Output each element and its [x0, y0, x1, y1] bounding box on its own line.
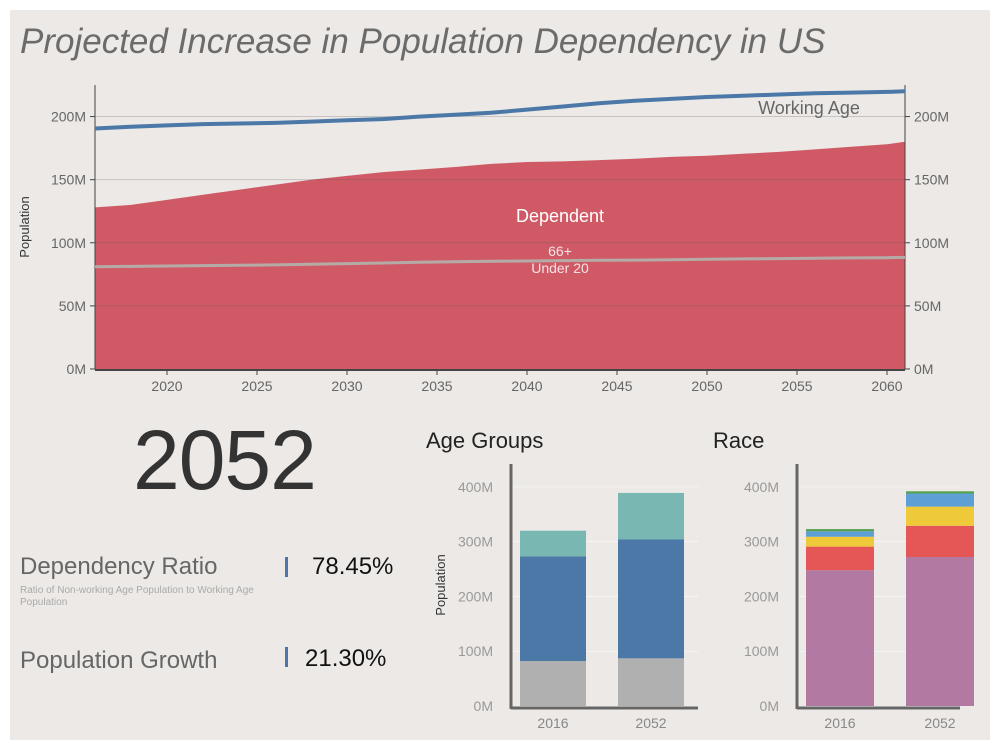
population-growth-value: 21.30% — [305, 645, 387, 672]
bar-segment — [806, 529, 874, 532]
dependency-ratio-label: Dependency Ratio — [20, 553, 218, 580]
bar-segment — [618, 492, 684, 540]
under-20-label: Under 20 — [531, 260, 589, 276]
page-title: Projected Increase in Population Depende… — [20, 22, 826, 61]
x-tick-label: 2052 — [635, 715, 666, 731]
x-tick-label: 2045 — [601, 378, 632, 394]
bar-segment — [618, 539, 684, 659]
dependency-ratio-sublabel: Ratio of Non-working Age Population to W… — [20, 585, 254, 608]
bar-segment — [906, 493, 974, 507]
y-tick-label-right: 150M — [914, 172, 949, 188]
bar-segment — [520, 556, 586, 662]
y-tick-label-right: 0M — [914, 361, 933, 377]
working-age-line — [94, 89, 906, 131]
y-tick-label: 0M — [67, 361, 86, 377]
x-tick-label: 2035 — [421, 378, 452, 394]
y-tick-label-right: 50M — [914, 298, 941, 314]
bar-segment — [806, 531, 874, 537]
race-chart: 0M 100M 200M 300M 400M 2016 2052 — [744, 464, 974, 731]
population-growth-divider — [285, 647, 288, 667]
under-20-line — [94, 255, 906, 269]
y-tick-label: 200M — [458, 588, 493, 604]
y-tick-label: 200M — [744, 588, 779, 604]
y-tick-label-right: 200M — [914, 109, 949, 125]
y-tick-label: 150M — [51, 172, 86, 188]
y-axis-title: Population — [17, 196, 32, 257]
dependency-ratio-value: 78.45% — [312, 553, 394, 580]
y-tick-label: 400M — [458, 479, 493, 495]
y-tick-label: 300M — [744, 534, 779, 550]
age-groups-title: Age Groups — [426, 428, 544, 453]
y-tick-label: 300M — [458, 534, 493, 550]
x-tick-label: 2016 — [824, 715, 855, 731]
bar-segment — [806, 536, 874, 547]
bar-segment — [906, 525, 974, 558]
age-groups-chart: 0M 100M 200M 300M 400M 2016 2052 Population — [433, 464, 698, 731]
y-tick-label: 0M — [474, 698, 493, 714]
population-area-chart: 0M 0M 50M 50M 100M 100M 150M 150M 200M 200M 2020 20… — [17, 85, 949, 394]
race-title: Race — [713, 428, 765, 453]
dependency-ratio-divider — [285, 557, 288, 577]
over-66-label: 66+ — [548, 243, 572, 259]
x-tick-label: 2055 — [781, 378, 812, 394]
y-tick-label-right: 100M — [914, 235, 949, 251]
bar-segment — [806, 546, 874, 571]
x-tick-label: 2016 — [537, 715, 568, 731]
bar-segment — [906, 557, 974, 706]
y-tick-label: 200M — [51, 109, 86, 125]
x-tick-label: 2050 — [691, 378, 722, 394]
y-tick-label: 100M — [458, 643, 493, 659]
x-tick-label: 2060 — [871, 378, 902, 394]
y-tick-label: 100M — [744, 643, 779, 659]
y-tick-label: 100M — [51, 235, 86, 251]
x-tick-label: 2052 — [924, 715, 955, 731]
x-tick-label: 2025 — [241, 378, 272, 394]
y-tick-label: 50M — [59, 298, 86, 314]
x-tick-label: 2040 — [511, 378, 542, 394]
dependent-label: Dependent — [516, 206, 604, 226]
bar-segment — [520, 530, 586, 557]
y-axis-title: Population — [433, 554, 448, 615]
selected-year: 2052 — [133, 413, 317, 507]
bar-segment — [806, 570, 874, 706]
dependent-area — [95, 141, 905, 369]
bar-segment — [906, 506, 974, 526]
bar-segment — [520, 661, 586, 706]
bar-segment — [906, 491, 974, 494]
x-tick-label: 2030 — [331, 378, 362, 394]
population-growth-label: Population Growth — [20, 647, 218, 674]
y-tick-label: 0M — [760, 698, 779, 714]
bar-segment — [618, 658, 684, 706]
y-tick-label: 400M — [744, 479, 779, 495]
x-tick-label: 2020 — [151, 378, 182, 394]
working-age-label: Working Age — [758, 98, 860, 118]
